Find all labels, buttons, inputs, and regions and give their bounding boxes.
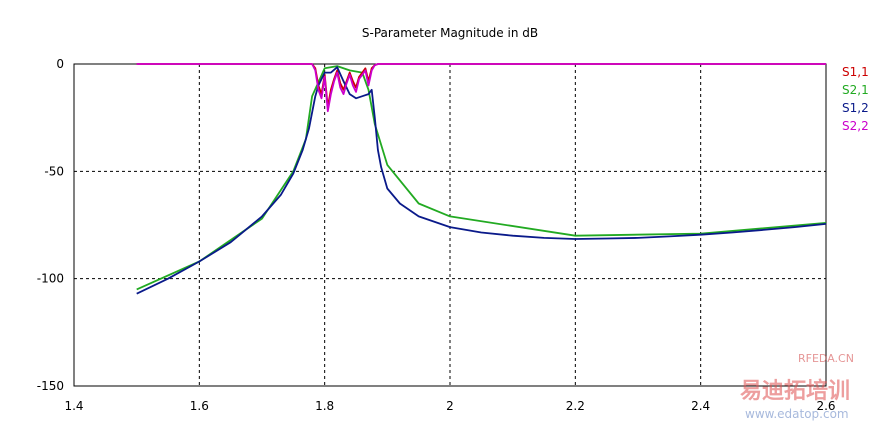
series-line-s1-1 <box>136 63 826 108</box>
x-tick-label: 1.4 <box>64 399 83 413</box>
chart-title: S-Parameter Magnitude in dB <box>362 26 538 40</box>
series-line-s2-2 <box>136 63 826 113</box>
series-layer <box>136 63 827 295</box>
series-line-s1-2 <box>136 66 827 295</box>
legend-entry: S2,1 <box>842 83 869 97</box>
watermark-url: www.edatop.com <box>745 407 849 421</box>
watermark-brand: 易迪拓培训 <box>740 378 850 404</box>
y-tick-label: -100 <box>37 272 64 286</box>
legend-entry: S1,1 <box>842 65 869 79</box>
x-tick-label: 1.6 <box>190 399 209 413</box>
legend-entry: S2,2 <box>842 119 869 133</box>
watermark-domain: RFEDA.CN <box>798 352 854 365</box>
legend: S1,1 S2,1 S1,2 S2,2 <box>842 65 869 133</box>
y-tick-label: 0 <box>56 57 64 71</box>
y-tick-label: -150 <box>37 379 64 393</box>
series-line-s2-1 <box>136 65 827 291</box>
x-tick-label: 2.2 <box>566 399 585 413</box>
watermark: RFEDA.CN 易迪拓培训 www.edatop.com <box>740 352 854 421</box>
x-tick-label: 2.4 <box>691 399 710 413</box>
x-tick-label: 2.6 <box>816 399 835 413</box>
axes: 1.4 1.6 1.8 2 2.2 2.4 2.6 0 -50 -100 -150 <box>37 57 836 413</box>
x-tick-label: 1.8 <box>315 399 334 413</box>
x-tick-label: 2 <box>446 399 454 413</box>
y-tick-label: -50 <box>44 164 64 178</box>
grid <box>74 64 826 386</box>
legend-entry: S1,2 <box>842 101 869 115</box>
